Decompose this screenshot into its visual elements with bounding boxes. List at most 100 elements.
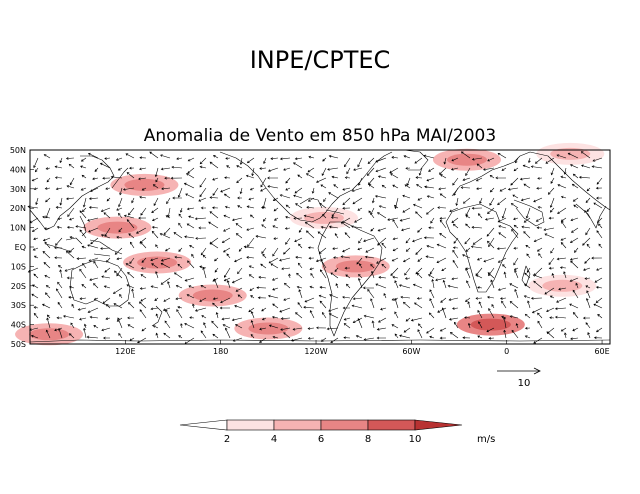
latitude-label: 40S xyxy=(11,321,26,330)
wind-vector xyxy=(209,161,219,169)
wind-vector xyxy=(537,176,543,180)
wind-vector xyxy=(464,316,471,320)
wind-vector xyxy=(246,205,255,209)
wind-vector xyxy=(431,278,435,289)
wind-vector xyxy=(591,165,603,169)
wind-vector xyxy=(119,187,123,196)
colorbar-high-triangle xyxy=(414,419,463,431)
wind-vector xyxy=(296,285,303,289)
wind-vector xyxy=(137,337,147,343)
wind-vector xyxy=(475,274,483,279)
wind-vector xyxy=(440,297,447,303)
wind-vector xyxy=(497,153,507,159)
latitude-label: 30N xyxy=(10,185,26,194)
wind-vector xyxy=(563,167,567,175)
wind-vector xyxy=(559,266,567,269)
wind-vector xyxy=(535,217,543,222)
wind-vector xyxy=(596,230,603,239)
wind-vector xyxy=(371,270,375,279)
wind-vector xyxy=(394,280,399,289)
wind-vector xyxy=(462,197,471,204)
coastline-india xyxy=(575,203,607,229)
wind-vector xyxy=(344,176,351,179)
wind-vector xyxy=(119,293,123,299)
wind-vector xyxy=(514,269,519,279)
wind-vector xyxy=(476,257,483,261)
wind-vector xyxy=(363,337,375,341)
wind-vector xyxy=(45,292,51,299)
wind-vector xyxy=(441,307,447,319)
wind-vector xyxy=(450,167,459,171)
wind-vector xyxy=(175,284,183,289)
wind-vector xyxy=(453,187,459,196)
wind-vector xyxy=(426,195,435,199)
wind-vector xyxy=(569,257,579,261)
wind-vector xyxy=(546,331,555,339)
wind-vector xyxy=(548,257,555,265)
wind-vector xyxy=(66,276,75,280)
wind-vector xyxy=(259,167,267,170)
wind-vector xyxy=(491,304,495,309)
wind-vector xyxy=(570,217,579,222)
wind-vector xyxy=(321,312,327,319)
wind-vector xyxy=(186,294,195,299)
wind-vector xyxy=(114,247,123,255)
coastline-australia xyxy=(69,259,131,307)
wind-vector xyxy=(367,157,375,165)
wind-vector xyxy=(203,322,207,329)
wind-vector xyxy=(248,274,255,279)
wind-vector xyxy=(328,154,339,159)
coastline-greenland xyxy=(403,149,429,171)
wind-vector xyxy=(490,279,495,289)
wind-vector xyxy=(208,221,219,229)
wind-vector xyxy=(82,262,87,269)
wind-vector xyxy=(83,327,87,339)
wind-vector xyxy=(596,196,603,200)
wind-vector xyxy=(498,232,507,239)
wind-vector xyxy=(536,247,543,252)
wind-vector xyxy=(370,298,375,309)
wind-vector xyxy=(140,274,147,279)
wind-vector xyxy=(231,317,243,322)
wind-vector xyxy=(538,253,543,259)
wind-vector xyxy=(363,314,375,319)
colorbar-segment xyxy=(367,419,416,431)
wind-vector xyxy=(328,192,339,199)
wind-vector xyxy=(530,165,543,169)
wind-vector xyxy=(412,283,423,289)
wind-vector xyxy=(560,237,567,241)
wind-vector xyxy=(381,184,387,189)
wind-vector xyxy=(525,207,531,219)
wind-vector xyxy=(31,227,39,232)
wind-vector xyxy=(165,309,171,319)
wind-vector xyxy=(532,274,543,279)
wind-vector xyxy=(511,329,519,339)
wind-vector xyxy=(593,303,603,309)
wind-vector xyxy=(439,219,447,229)
wind-vector xyxy=(319,202,327,209)
wind-vector xyxy=(436,243,447,249)
wind-vector xyxy=(33,187,39,191)
coastline-japan xyxy=(111,167,129,189)
wind-vector xyxy=(223,227,231,232)
wind-vector xyxy=(429,267,435,275)
wind-vector xyxy=(42,215,51,219)
latitude-label: 50N xyxy=(10,146,26,155)
wind-vector xyxy=(101,327,111,332)
wind-vector xyxy=(297,302,303,309)
wind-vector xyxy=(35,197,39,206)
wind-vector xyxy=(375,283,387,289)
wind-vector xyxy=(476,187,483,190)
wind-vector xyxy=(319,286,327,289)
wind-vector xyxy=(575,282,579,289)
wind-vector xyxy=(33,273,39,279)
wind-vector xyxy=(593,202,603,209)
wind-vector xyxy=(585,227,591,236)
wind-vector xyxy=(514,288,519,299)
map-subtitle: Anomalia de Vento em 850 hPa MAI/2003 xyxy=(144,126,496,146)
wind-vector xyxy=(402,257,411,263)
wind-vector xyxy=(151,217,159,222)
wind-vector xyxy=(317,231,327,239)
wind-vector xyxy=(581,164,591,169)
wind-vector xyxy=(307,167,315,173)
